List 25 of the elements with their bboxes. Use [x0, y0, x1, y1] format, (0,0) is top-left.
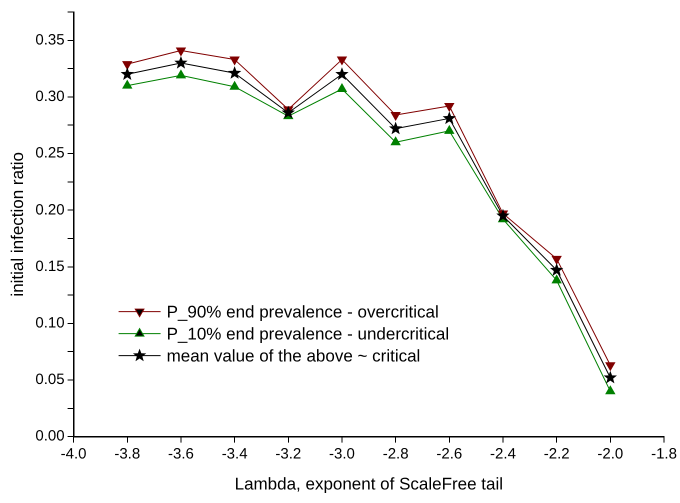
y-tick-label: 0.20	[35, 201, 65, 218]
x-tick-label: -2.4	[490, 446, 516, 463]
x-tick-label: -3.4	[222, 446, 248, 463]
x-tick-label: -2.6	[436, 446, 462, 463]
x-tick-label: -1.8	[651, 446, 677, 463]
y-tick-label: 0.15	[35, 258, 65, 275]
x-tick-label: -3.6	[168, 446, 194, 463]
x-tick-label: -3.0	[329, 446, 355, 463]
y-tick-label: 0.35	[35, 31, 65, 48]
x-axis-title: Lambda, exponent of ScaleFree tail	[234, 474, 503, 494]
x-tick-label: -3.2	[275, 446, 302, 463]
y-tick-label: 0.10	[35, 314, 65, 332]
legend-label: P_10% end prevalence - undercritical	[166, 324, 450, 344]
y-tick-label: 0.00	[35, 428, 65, 445]
y-tick-label: 0.25	[35, 144, 65, 162]
legend-label: mean value of the above ~ critical	[166, 346, 420, 366]
y-axis-title: initial infection ratio	[8, 152, 27, 297]
x-tick-label: -2.2	[544, 446, 570, 463]
x-tick-label: -2.8	[382, 446, 409, 463]
x-tick-label: -3.8	[114, 446, 140, 463]
x-tick-label: -4.0	[60, 446, 87, 463]
legend-label: P_90% end prevalence - overcritical	[166, 302, 439, 322]
y-tick-label: 0.05	[35, 371, 65, 388]
x-tick-label: -2.0	[597, 446, 624, 463]
y-tick-label: 0.30	[35, 88, 65, 106]
